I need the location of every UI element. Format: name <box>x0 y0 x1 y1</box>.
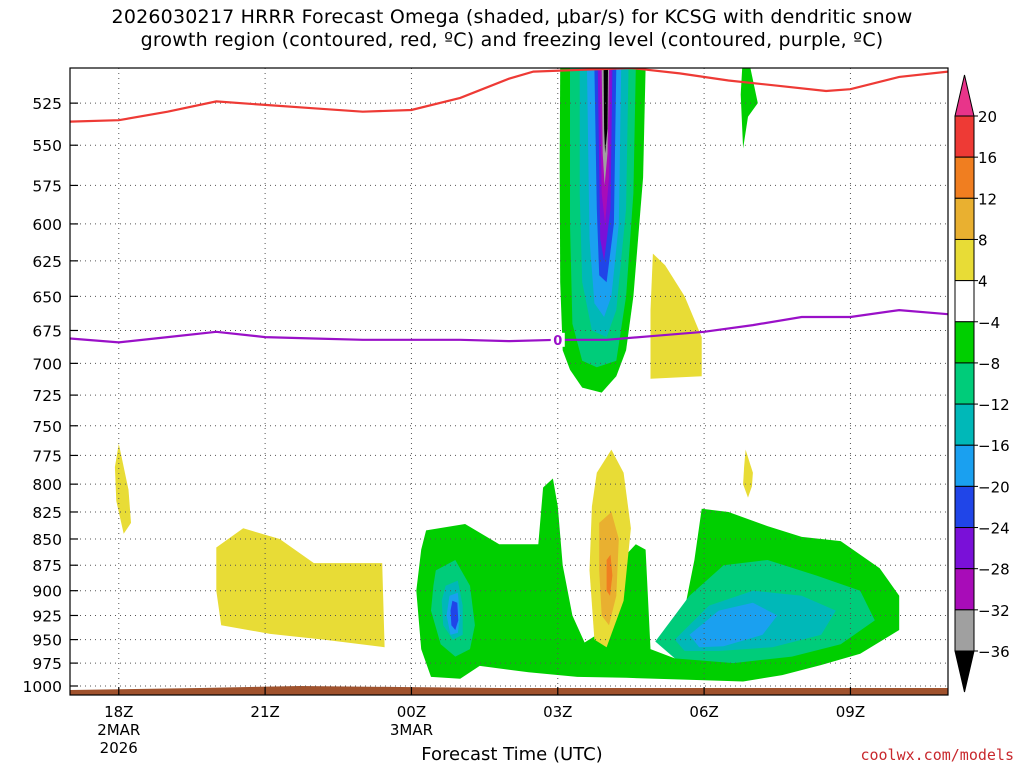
colorbar-label-7: −12 <box>978 396 1010 414</box>
omega-region-19 <box>216 528 385 648</box>
freezing-level-line <box>70 308 948 344</box>
colorbar-box-12 <box>954 609 975 652</box>
colorbar-box-10 <box>954 527 975 570</box>
x-tick-label-03Z: 03Z <box>543 703 572 721</box>
x-tick-date-18Z: 2MAR <box>97 721 140 739</box>
y-tick-label-600: 600 <box>32 216 62 234</box>
plot-frame <box>69 67 949 696</box>
omega-region-11 <box>689 602 778 648</box>
colorbar-box-11 <box>954 568 975 611</box>
y-tick-label-650: 650 <box>32 288 62 306</box>
omega-region-18 <box>114 443 131 534</box>
colorbar-box-2 <box>954 197 975 240</box>
freezing-label-bg <box>550 332 565 347</box>
terrain-strip <box>70 686 948 695</box>
colorbar-label-13: −36 <box>978 643 1010 661</box>
chart-title-line1: 2026030217 HRRR Forecast Omega (shaded, … <box>111 6 913 28</box>
colorbar-label-5: −4 <box>978 314 1000 332</box>
colorbar-box-0 <box>954 115 975 158</box>
colorbar-box-5 <box>954 321 975 364</box>
x-tick-label-00Z: 00Z <box>397 703 426 721</box>
y-tick-label-975: 975 <box>32 655 62 673</box>
colorbar-label-4: 4 <box>978 273 988 291</box>
y-tick-label-800: 800 <box>32 476 62 494</box>
omega-region-2 <box>740 68 758 149</box>
x-tick-label-21Z: 21Z <box>250 703 279 721</box>
x-tick-label-18Z: 18Z <box>104 703 133 721</box>
y-tick-label-725: 725 <box>32 387 62 405</box>
y-tick-label-700: 700 <box>32 355 62 373</box>
colorbar-label-12: −32 <box>978 602 1010 620</box>
y-tick-label-750: 750 <box>32 418 62 436</box>
omega-region-22 <box>743 449 753 498</box>
colorbar-box-6 <box>954 362 975 405</box>
dgz-contour-line <box>70 68 948 123</box>
y-tick-label-625: 625 <box>32 253 62 271</box>
y-tick-label-950: 950 <box>32 632 62 650</box>
x-tick-label-06Z: 06Z <box>689 703 718 721</box>
colorbar-label-11: −28 <box>978 561 1010 579</box>
y-tick-label-575: 575 <box>32 177 62 195</box>
colorbar-label-6: −8 <box>978 355 1000 373</box>
y-tick-label-900: 900 <box>32 583 62 601</box>
colorbar-label-1: 16 <box>978 149 997 167</box>
y-tick-label-850: 850 <box>32 531 62 549</box>
omega-region-12 <box>450 600 459 630</box>
colorbar-label-3: 8 <box>978 231 988 249</box>
colorbar-label-9: −20 <box>978 478 1010 496</box>
y-tick-label-550: 550 <box>32 137 62 155</box>
colorbar-label-2: 12 <box>978 190 997 208</box>
colorbar-label-8: −16 <box>978 437 1010 455</box>
y-tick-label-925: 925 <box>32 607 62 625</box>
chart-title-line2: growth region (contoured, red, ºC) and f… <box>140 29 884 51</box>
y-tick-label-675: 675 <box>32 322 62 340</box>
colorbar-box-1 <box>954 156 975 199</box>
y-tick-label-775: 775 <box>32 447 62 465</box>
y-tick-label-525: 525 <box>32 95 62 113</box>
freezing-level-label: 0 <box>553 334 562 349</box>
y-tick-label-875: 875 <box>32 557 62 575</box>
y-tick-label-1000: 1000 <box>23 678 62 696</box>
colorbar-label-0: 20 <box>978 108 997 126</box>
x-tick-label-09Z: 09Z <box>836 703 865 721</box>
colorbar-box-8 <box>954 444 975 487</box>
colorbar-label-10: −24 <box>978 520 1010 538</box>
y-tick-label-825: 825 <box>32 504 62 522</box>
colorbar-box-9 <box>954 485 975 529</box>
x-axis-label: Forecast Time (UTC) <box>421 744 603 765</box>
omega-region-17 <box>603 68 608 154</box>
colorbar-top-triangle <box>954 74 975 117</box>
chart-title: 2026030217 HRRR Forecast Omega (shaded, … <box>0 6 1024 52</box>
colorbar-box-3 <box>954 238 975 282</box>
colorbar-box-4 <box>954 280 975 323</box>
x-tick-year-18Z: 2026 <box>100 739 138 757</box>
credit-text: coolwx.com/models <box>860 746 1014 764</box>
colorbar-box-7 <box>954 403 975 446</box>
x-tick-date-00Z: 3MAR <box>390 721 433 739</box>
colorbar-bottom-triangle <box>954 650 975 693</box>
omega-region-21 <box>650 253 702 379</box>
